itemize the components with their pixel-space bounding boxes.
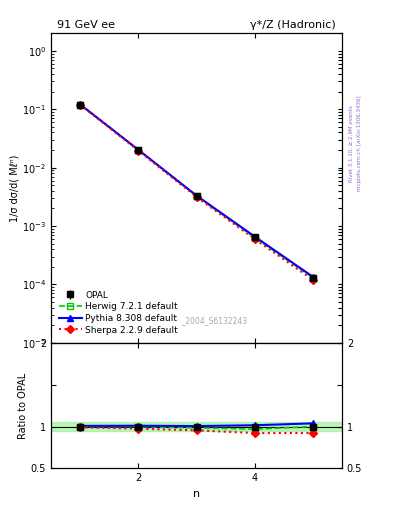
Sherpa 2.2.9 default (252, 236, 257, 242)
Text: γ*/Z (Hadronic): γ*/Z (Hadronic) (250, 20, 336, 30)
Sherpa 2.2.9 default (194, 194, 199, 200)
Line: Sherpa 2.2.9 default: Sherpa 2.2.9 default (77, 102, 316, 283)
X-axis label: n: n (193, 489, 200, 499)
Y-axis label: Ratio to OPAL: Ratio to OPAL (18, 373, 28, 439)
Line: Herwig 7.2.1 default: Herwig 7.2.1 default (77, 101, 316, 281)
Line: Pythia 8.308 default: Pythia 8.308 default (77, 101, 316, 280)
Y-axis label: 1/σ dσ/d( Mℓⁿ): 1/σ dσ/d( Mℓⁿ) (9, 154, 19, 222)
Sherpa 2.2.9 default (78, 102, 83, 108)
Sherpa 2.2.9 default (136, 147, 141, 154)
Pythia 8.308 default (78, 101, 83, 108)
Pythia 8.308 default (252, 233, 257, 240)
Herwig 7.2.1 default (310, 274, 315, 281)
Legend: OPAL, Herwig 7.2.1 default, Pythia 8.308 default, Sherpa 2.2.9 default: OPAL, Herwig 7.2.1 default, Pythia 8.308… (55, 287, 182, 338)
Pythia 8.308 default (310, 274, 315, 280)
Pythia 8.308 default (194, 193, 199, 199)
Herwig 7.2.1 default (78, 101, 83, 108)
Text: mcplots.cern.ch [arXiv:1306.3436]: mcplots.cern.ch [arXiv:1306.3436] (357, 96, 362, 191)
Bar (51, 422, 342, 431)
Text: OPAL_2004_S6132243: OPAL_2004_S6132243 (163, 316, 248, 326)
Text: Rivet 3.1.10, ≥ 2.9M events: Rivet 3.1.10, ≥ 2.9M events (349, 105, 354, 182)
Herwig 7.2.1 default (194, 193, 199, 199)
Pythia 8.308 default (136, 147, 141, 153)
Text: 91 GeV ee: 91 GeV ee (57, 20, 115, 30)
Sherpa 2.2.9 default (310, 276, 315, 283)
Herwig 7.2.1 default (252, 234, 257, 241)
Herwig 7.2.1 default (136, 147, 141, 153)
